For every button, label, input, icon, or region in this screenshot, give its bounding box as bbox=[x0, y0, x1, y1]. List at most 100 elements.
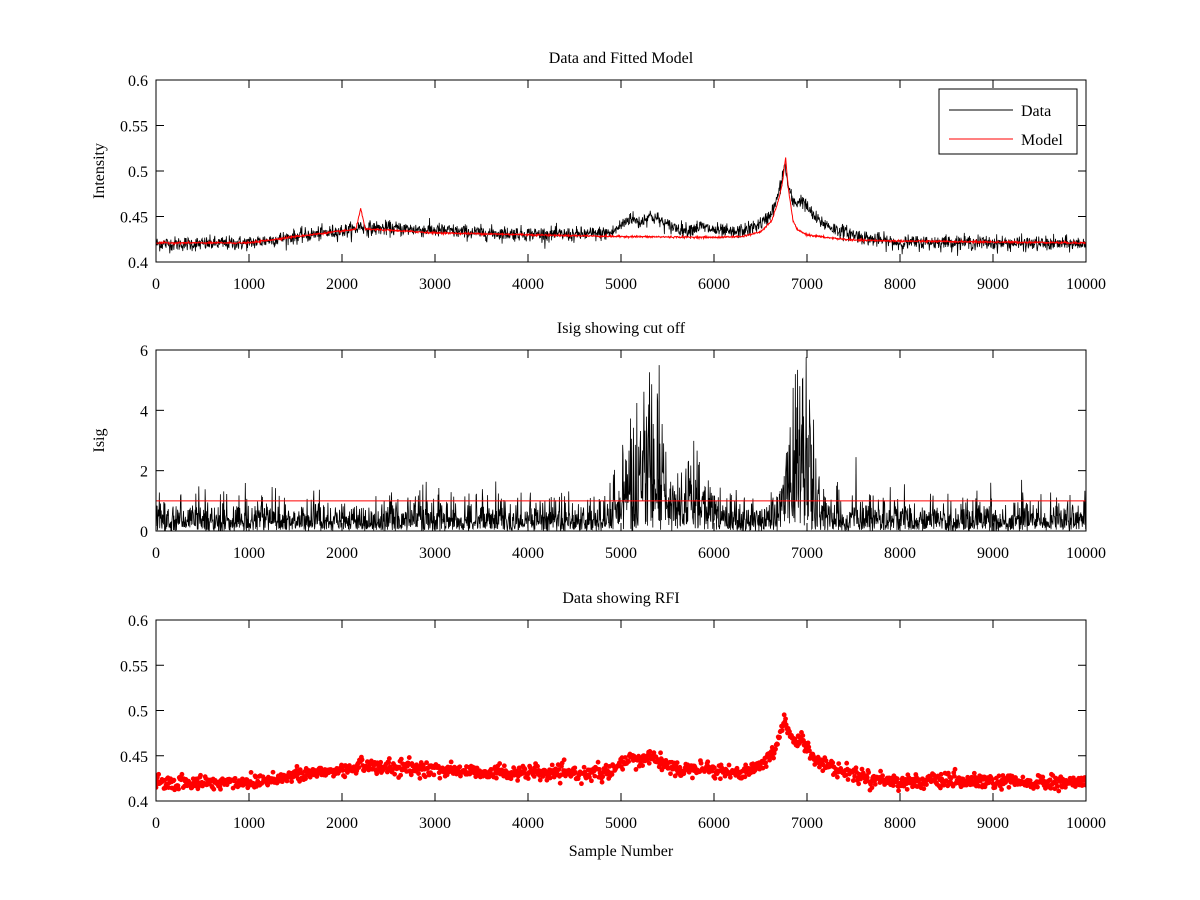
data-point bbox=[771, 750, 777, 756]
data-point bbox=[289, 779, 295, 784]
data-point bbox=[866, 770, 872, 775]
data-point bbox=[894, 776, 900, 782]
data-point bbox=[573, 769, 578, 775]
y-tick-label: 0.6 bbox=[128, 73, 148, 90]
data-point bbox=[709, 768, 715, 774]
y-axis-title: Isig bbox=[91, 429, 108, 453]
data-point bbox=[856, 781, 862, 787]
data-point bbox=[1062, 784, 1068, 790]
data-point bbox=[836, 761, 842, 766]
x-tick-label: 7000 bbox=[791, 276, 823, 293]
data-point bbox=[514, 769, 520, 775]
data-point bbox=[597, 766, 602, 772]
data-point bbox=[179, 771, 185, 777]
data-point bbox=[896, 788, 901, 794]
panel-title: Data and Fitted Model bbox=[549, 50, 694, 67]
data-point bbox=[674, 760, 680, 766]
x-tick-label: 4000 bbox=[512, 815, 544, 832]
plot-area bbox=[156, 157, 1086, 256]
x-tick-label: 10000 bbox=[1066, 815, 1106, 832]
y-tick-label: 0.45 bbox=[120, 749, 148, 766]
data-point bbox=[1082, 782, 1086, 788]
data-point bbox=[431, 772, 437, 778]
plot-area bbox=[156, 357, 1086, 531]
data-point bbox=[626, 759, 632, 764]
y-tick-label: 4 bbox=[140, 403, 148, 420]
x-axis: 0 1000 2000 3000 4000 5000 6000 7000 8000 9000 100… bbox=[152, 350, 1106, 562]
data-point bbox=[1006, 784, 1012, 790]
panel-title: Data showing RFI bbox=[562, 590, 679, 607]
data-point bbox=[1083, 778, 1086, 784]
data-point bbox=[771, 755, 776, 761]
x-tick-label: 6000 bbox=[698, 815, 730, 832]
data-point bbox=[698, 760, 704, 766]
y-axis: 0 2 4 6 bbox=[140, 343, 1086, 541]
data-point bbox=[599, 779, 605, 785]
data-point bbox=[1020, 774, 1026, 780]
data-point bbox=[501, 763, 507, 769]
data-point bbox=[531, 774, 537, 779]
data-point bbox=[938, 785, 943, 791]
series-model-line bbox=[156, 157, 1086, 246]
data-point bbox=[999, 787, 1004, 792]
data-point bbox=[589, 778, 594, 784]
x-tick-label: 3000 bbox=[419, 276, 451, 293]
series-1-points bbox=[156, 712, 1086, 794]
data-point bbox=[448, 759, 454, 765]
data-point bbox=[595, 759, 601, 765]
data-point bbox=[386, 756, 392, 761]
data-point bbox=[522, 766, 528, 772]
x-tick-label: 3000 bbox=[419, 815, 451, 832]
data-point bbox=[763, 760, 768, 766]
data-point bbox=[823, 758, 829, 764]
data-point bbox=[211, 786, 217, 792]
data-point bbox=[535, 763, 540, 769]
x-tick-label: 9000 bbox=[977, 815, 1009, 832]
data-point bbox=[392, 771, 398, 777]
data-point bbox=[525, 776, 531, 781]
data-point bbox=[845, 777, 851, 782]
data-point bbox=[198, 772, 203, 778]
data-point bbox=[248, 770, 254, 775]
data-point bbox=[767, 757, 772, 763]
data-point bbox=[592, 773, 598, 779]
data-point bbox=[989, 777, 995, 782]
data-point bbox=[1048, 785, 1054, 791]
data-point bbox=[830, 760, 836, 766]
data-point bbox=[1047, 777, 1053, 783]
data-point bbox=[800, 733, 806, 739]
data-point bbox=[783, 716, 788, 722]
data-point bbox=[1035, 784, 1040, 790]
data-point bbox=[705, 759, 711, 765]
y-tick-label: 0.6 bbox=[128, 613, 148, 630]
data-point bbox=[647, 749, 653, 754]
data-point bbox=[386, 760, 392, 765]
data-point bbox=[406, 755, 412, 760]
data-point bbox=[549, 762, 555, 768]
y-tick-label: 6 bbox=[140, 343, 148, 360]
plot-area bbox=[156, 712, 1086, 794]
data-point bbox=[171, 777, 177, 783]
data-point bbox=[270, 769, 276, 775]
x-tick-label: 2000 bbox=[326, 815, 358, 832]
data-point bbox=[787, 729, 792, 735]
data-point bbox=[609, 771, 615, 777]
y-axis: 0.4 0.45 0.5 0.55 0.6 bbox=[120, 73, 1086, 272]
data-point bbox=[1027, 778, 1033, 784]
axes-box bbox=[155, 349, 1087, 532]
panel-1: 0 1000 2000 3000 4000 5000 6000 7000 8000 9000 100… bbox=[91, 50, 1106, 293]
data-point bbox=[294, 763, 300, 769]
data-point bbox=[938, 771, 944, 777]
x-tick-label: 7000 bbox=[791, 815, 823, 832]
data-point bbox=[424, 760, 429, 766]
legend-label-data: Data bbox=[1021, 103, 1051, 120]
data-point bbox=[342, 774, 348, 780]
data-point bbox=[416, 771, 421, 776]
y-tick-label: 0.45 bbox=[120, 210, 148, 227]
data-point bbox=[864, 775, 870, 780]
data-point bbox=[557, 780, 563, 786]
panel-3: 0 1000 2000 3000 4000 5000 6000 7000 8000 9000 100… bbox=[120, 590, 1106, 860]
data-point bbox=[633, 767, 639, 772]
data-point bbox=[398, 772, 404, 778]
data-point bbox=[600, 774, 606, 780]
